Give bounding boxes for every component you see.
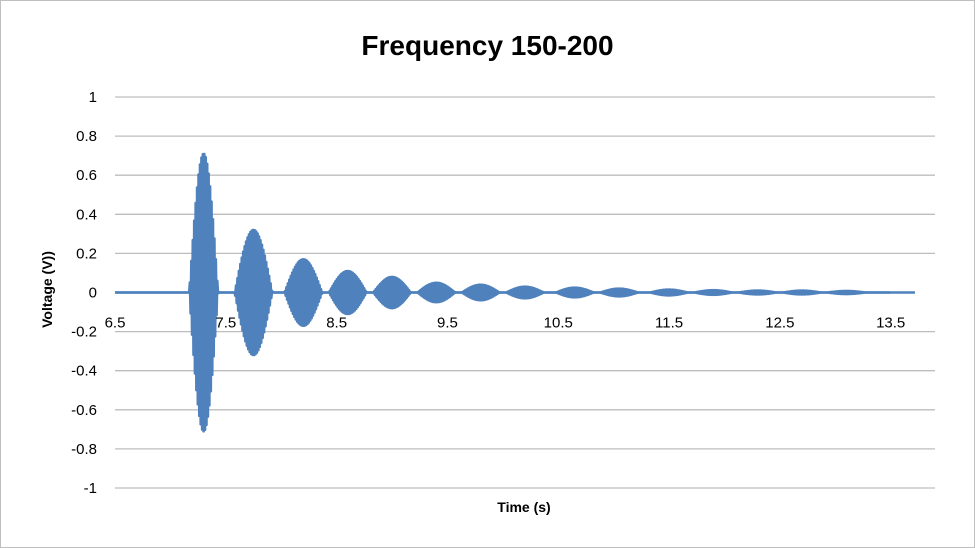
x-tick-label: 13.5 [876,315,905,332]
y-tick-label: -0.2 [71,324,97,341]
series-line [114,152,891,433]
x-axis-title: Time (s) [497,499,550,515]
x-tick-label: 7.5 [215,315,236,332]
x-tick-label: 11.5 [655,315,683,332]
y-tick-labels: 1 0.8 0.6 0.4 0.2 0 -0.2 -0.4 -0.6 -0.8 -1 [71,89,97,497]
y-tick-label: -1 [84,480,97,497]
x-tick-label: 10.5 [544,315,573,332]
y-tick-label: -0.8 [71,441,97,458]
y-tick-label: 0.4 [76,206,97,223]
y-axis-title: Voltage (V)) [39,251,55,328]
x-tick-label: 8.5 [326,315,347,332]
y-tick-label: -0.4 [71,363,97,380]
y-tick-label: 0.6 [76,167,97,184]
y-tick-label: 0 [89,285,97,302]
series-layer [114,152,915,433]
y-tick-label: 0.2 [76,245,97,262]
chart-title: Frequency 150-200 [361,30,614,61]
y-tick-label: 1 [89,89,97,106]
y-tick-label: 0.8 [76,128,97,145]
x-tick-label: 9.5 [437,315,458,332]
x-tick-label: 12.5 [765,315,794,332]
y-tick-label: -0.6 [71,402,97,419]
x-tick-label: 6.5 [105,315,126,332]
x-tick-labels: 6.5 7.5 8.5 9.5 10.5 11.5 12.5 13.5 [105,315,906,332]
